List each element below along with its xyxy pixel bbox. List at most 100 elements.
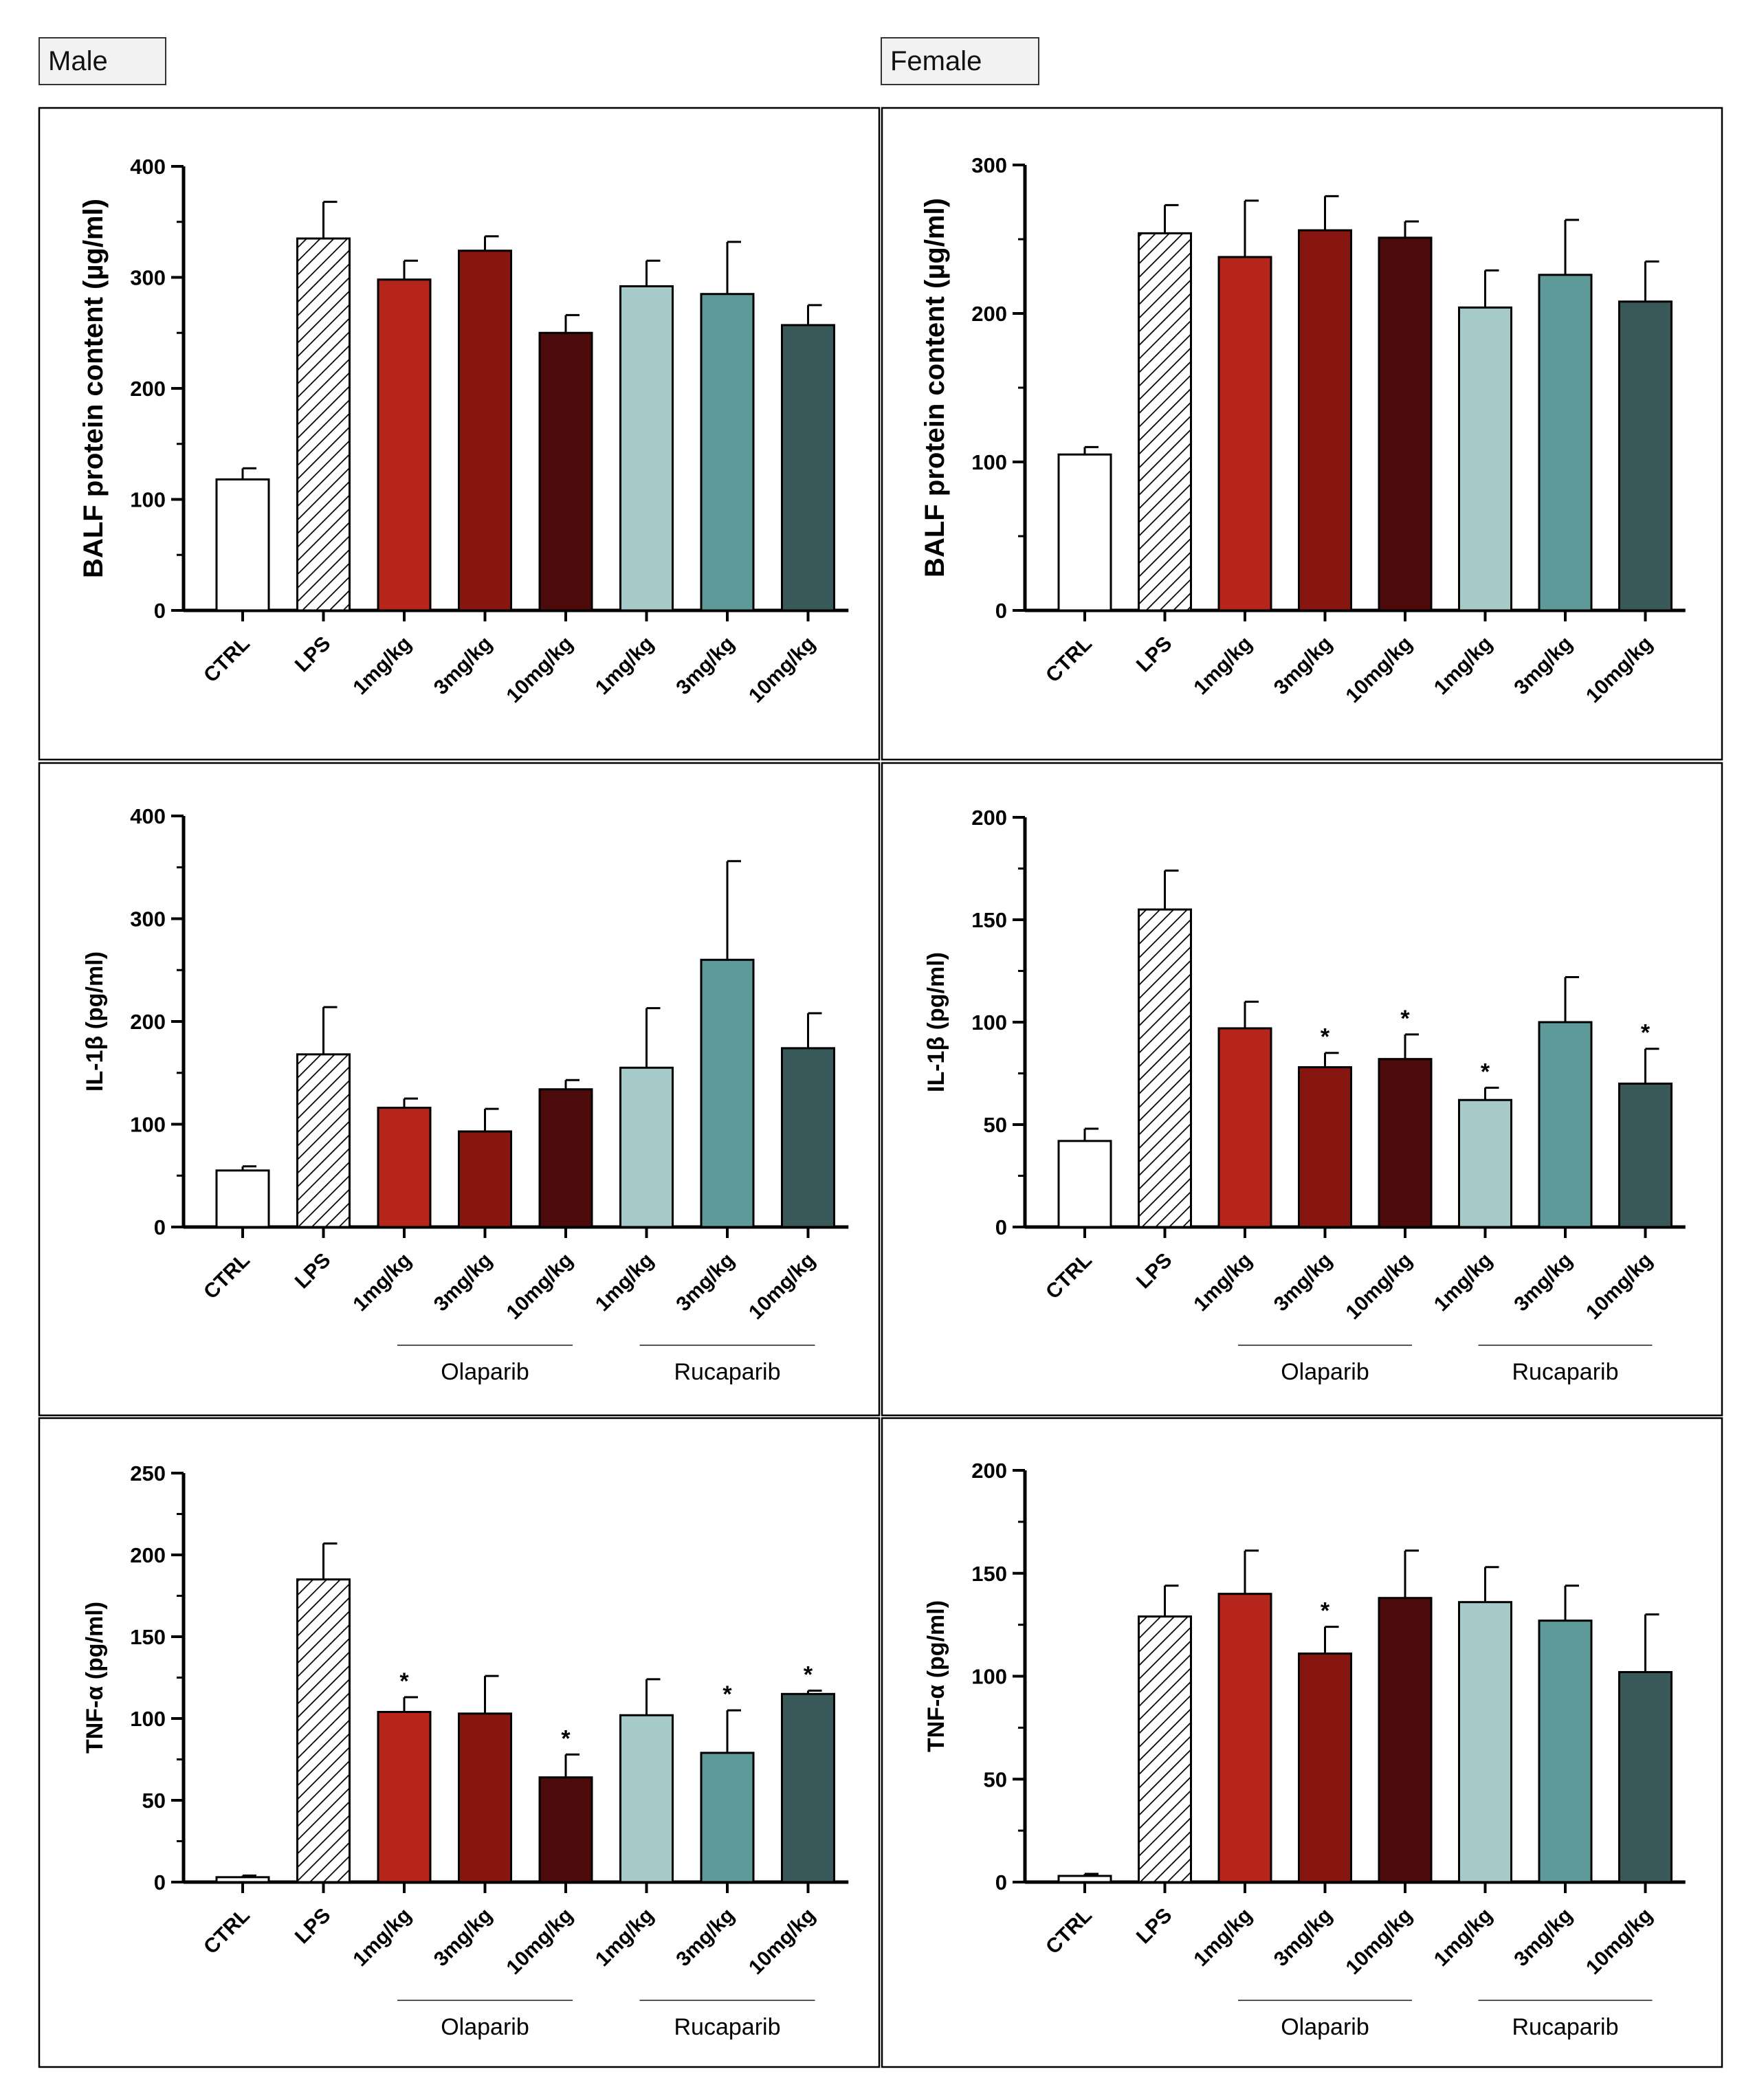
bar-ola_10 [538, 1088, 593, 1228]
x-category-label: 1mg/kg [591, 632, 659, 700]
y-axis-title: BALF protein content (µg/ml) [78, 199, 109, 578]
x-category-label: 10mg/kg [503, 1249, 577, 1324]
group-label: Olaparib [1281, 2014, 1369, 2040]
x-category-label: LPS [291, 632, 335, 677]
y-tick-label: 50 [142, 1789, 166, 1813]
y-tick-label: 200 [130, 1543, 166, 1567]
y-tick-label: 300 [130, 266, 166, 290]
bar-lps [1138, 908, 1192, 1228]
significance-marker: * [1321, 1024, 1330, 1050]
group-label: Rucaparib [1512, 1359, 1619, 1385]
y-tick-label: 0 [995, 599, 1007, 623]
x-category-label: 10mg/kg [744, 1249, 819, 1324]
y-tick-label: 400 [130, 804, 166, 828]
bar-lps [296, 1053, 351, 1228]
bar-ola_1 [377, 1710, 432, 1883]
x-category-label: 1mg/kg [349, 1249, 416, 1316]
x-category-label: CTRL [1041, 1904, 1096, 1959]
x-category-label: 1mg/kg [1430, 632, 1497, 700]
bar-ola_10 [538, 331, 593, 612]
bar-ruc_3 [1538, 1620, 1593, 1883]
x-category-label: 1mg/kg [1189, 1249, 1257, 1316]
significance-marker: * [722, 1681, 732, 1707]
bar-ruc_1 [1458, 306, 1512, 612]
y-axis-title: IL-1β (pg/ml) [82, 951, 108, 1092]
bar-ola_10 [538, 1776, 593, 1883]
bar-lps [1138, 232, 1192, 612]
x-category-label: 10mg/kg [1342, 632, 1417, 707]
bar-ruc_10 [1618, 300, 1673, 612]
bar-ola_3 [458, 1712, 512, 1883]
x-category-label: 3mg/kg [430, 1904, 497, 1971]
x-category-label: 10mg/kg [1582, 1904, 1657, 1979]
group-label: Rucaparib [1512, 2014, 1619, 2040]
x-category-label: 3mg/kg [1510, 1249, 1577, 1316]
x-category-label: LPS [1132, 1904, 1177, 1949]
group-label: Olaparib [1281, 1359, 1369, 1385]
group-label: Olaparib [441, 1359, 529, 1385]
chart-male-tnfa: 0 50 100 150 200 250 TNF-α (pg/ml) CTRL LPS 1mg/k… [82, 1461, 849, 2040]
x-category-label: CTRL [199, 632, 254, 687]
x-category-label: 10mg/kg [1342, 1249, 1417, 1324]
y-tick-label: 0 [154, 1215, 166, 1239]
panel-frame-female-balf [881, 107, 1723, 761]
x-category-label: CTRL [199, 1904, 254, 1959]
group-label: Rucaparib [674, 1359, 781, 1385]
bar-ctrl [215, 478, 270, 612]
group-label: Rucaparib [674, 2014, 781, 2040]
x-category-label: 3mg/kg [430, 632, 497, 700]
x-category-label: 1mg/kg [1430, 1904, 1497, 1971]
significance-marker: * [1481, 1059, 1490, 1085]
y-tick-label: 0 [995, 1215, 1007, 1239]
bar-ola_1 [1217, 1027, 1272, 1228]
x-category-label: 1mg/kg [349, 632, 416, 700]
bar-ruc_3 [1538, 1021, 1593, 1228]
y-tick-label: 0 [154, 599, 166, 623]
x-category-label: 3mg/kg [1270, 632, 1337, 700]
x-category-label: 10mg/kg [1342, 1904, 1417, 1979]
bar-ruc_10 [781, 324, 835, 612]
x-category-label: 1mg/kg [1430, 1249, 1497, 1316]
panel-frame-female-tnfa [881, 1417, 1723, 2068]
bar-lps [1138, 1615, 1192, 1883]
bar-ruc_3 [700, 958, 755, 1228]
x-category-label: 1mg/kg [591, 1904, 659, 1971]
bar-ola_3 [458, 250, 512, 612]
panel-frame-male-balf [38, 107, 881, 761]
bar-ola_3 [1298, 229, 1352, 612]
x-category-label: LPS [291, 1249, 335, 1294]
y-tick-label: 0 [995, 1870, 1007, 1894]
y-tick-label: 150 [971, 1562, 1007, 1586]
y-tick-label: 300 [971, 153, 1007, 177]
y-tick-label: 100 [971, 1010, 1007, 1035]
bar-ruc_1 [619, 1714, 674, 1883]
significance-marker: * [1400, 1006, 1410, 1032]
x-category-label: 1mg/kg [1189, 632, 1257, 700]
bar-lps [296, 237, 351, 612]
x-category-label: 3mg/kg [1510, 1904, 1577, 1971]
bar-ruc_1 [1458, 1098, 1512, 1228]
y-axis-title: IL-1β (pg/ml) [923, 952, 949, 1092]
x-category-label: 10mg/kg [744, 1904, 819, 1979]
x-category-label: LPS [1132, 632, 1177, 677]
significance-marker: * [804, 1662, 813, 1688]
x-category-label: CTRL [1041, 1249, 1096, 1304]
bar-ola_1 [1217, 256, 1272, 612]
x-category-label: CTRL [1041, 632, 1096, 687]
x-category-label: LPS [291, 1904, 335, 1949]
y-tick-label: 100 [130, 1113, 166, 1137]
bar-ola_1 [377, 278, 432, 612]
bar-ruc_3 [700, 293, 755, 612]
y-tick-label: 200 [130, 377, 166, 401]
x-category-label: 3mg/kg [672, 1249, 739, 1316]
significance-marker: * [1321, 1598, 1330, 1624]
x-category-label: 10mg/kg [1582, 1249, 1657, 1324]
bar-ctrl [215, 1876, 270, 1883]
y-tick-label: 300 [130, 907, 166, 931]
y-axis-title: TNF-α (pg/ml) [82, 1602, 108, 1754]
bar-ruc_10 [781, 1692, 835, 1883]
chart-male-balf: 0 100 200 300 400 BALF protein content (µg/ml… [78, 155, 849, 707]
y-tick-label: 50 [984, 1767, 1007, 1791]
